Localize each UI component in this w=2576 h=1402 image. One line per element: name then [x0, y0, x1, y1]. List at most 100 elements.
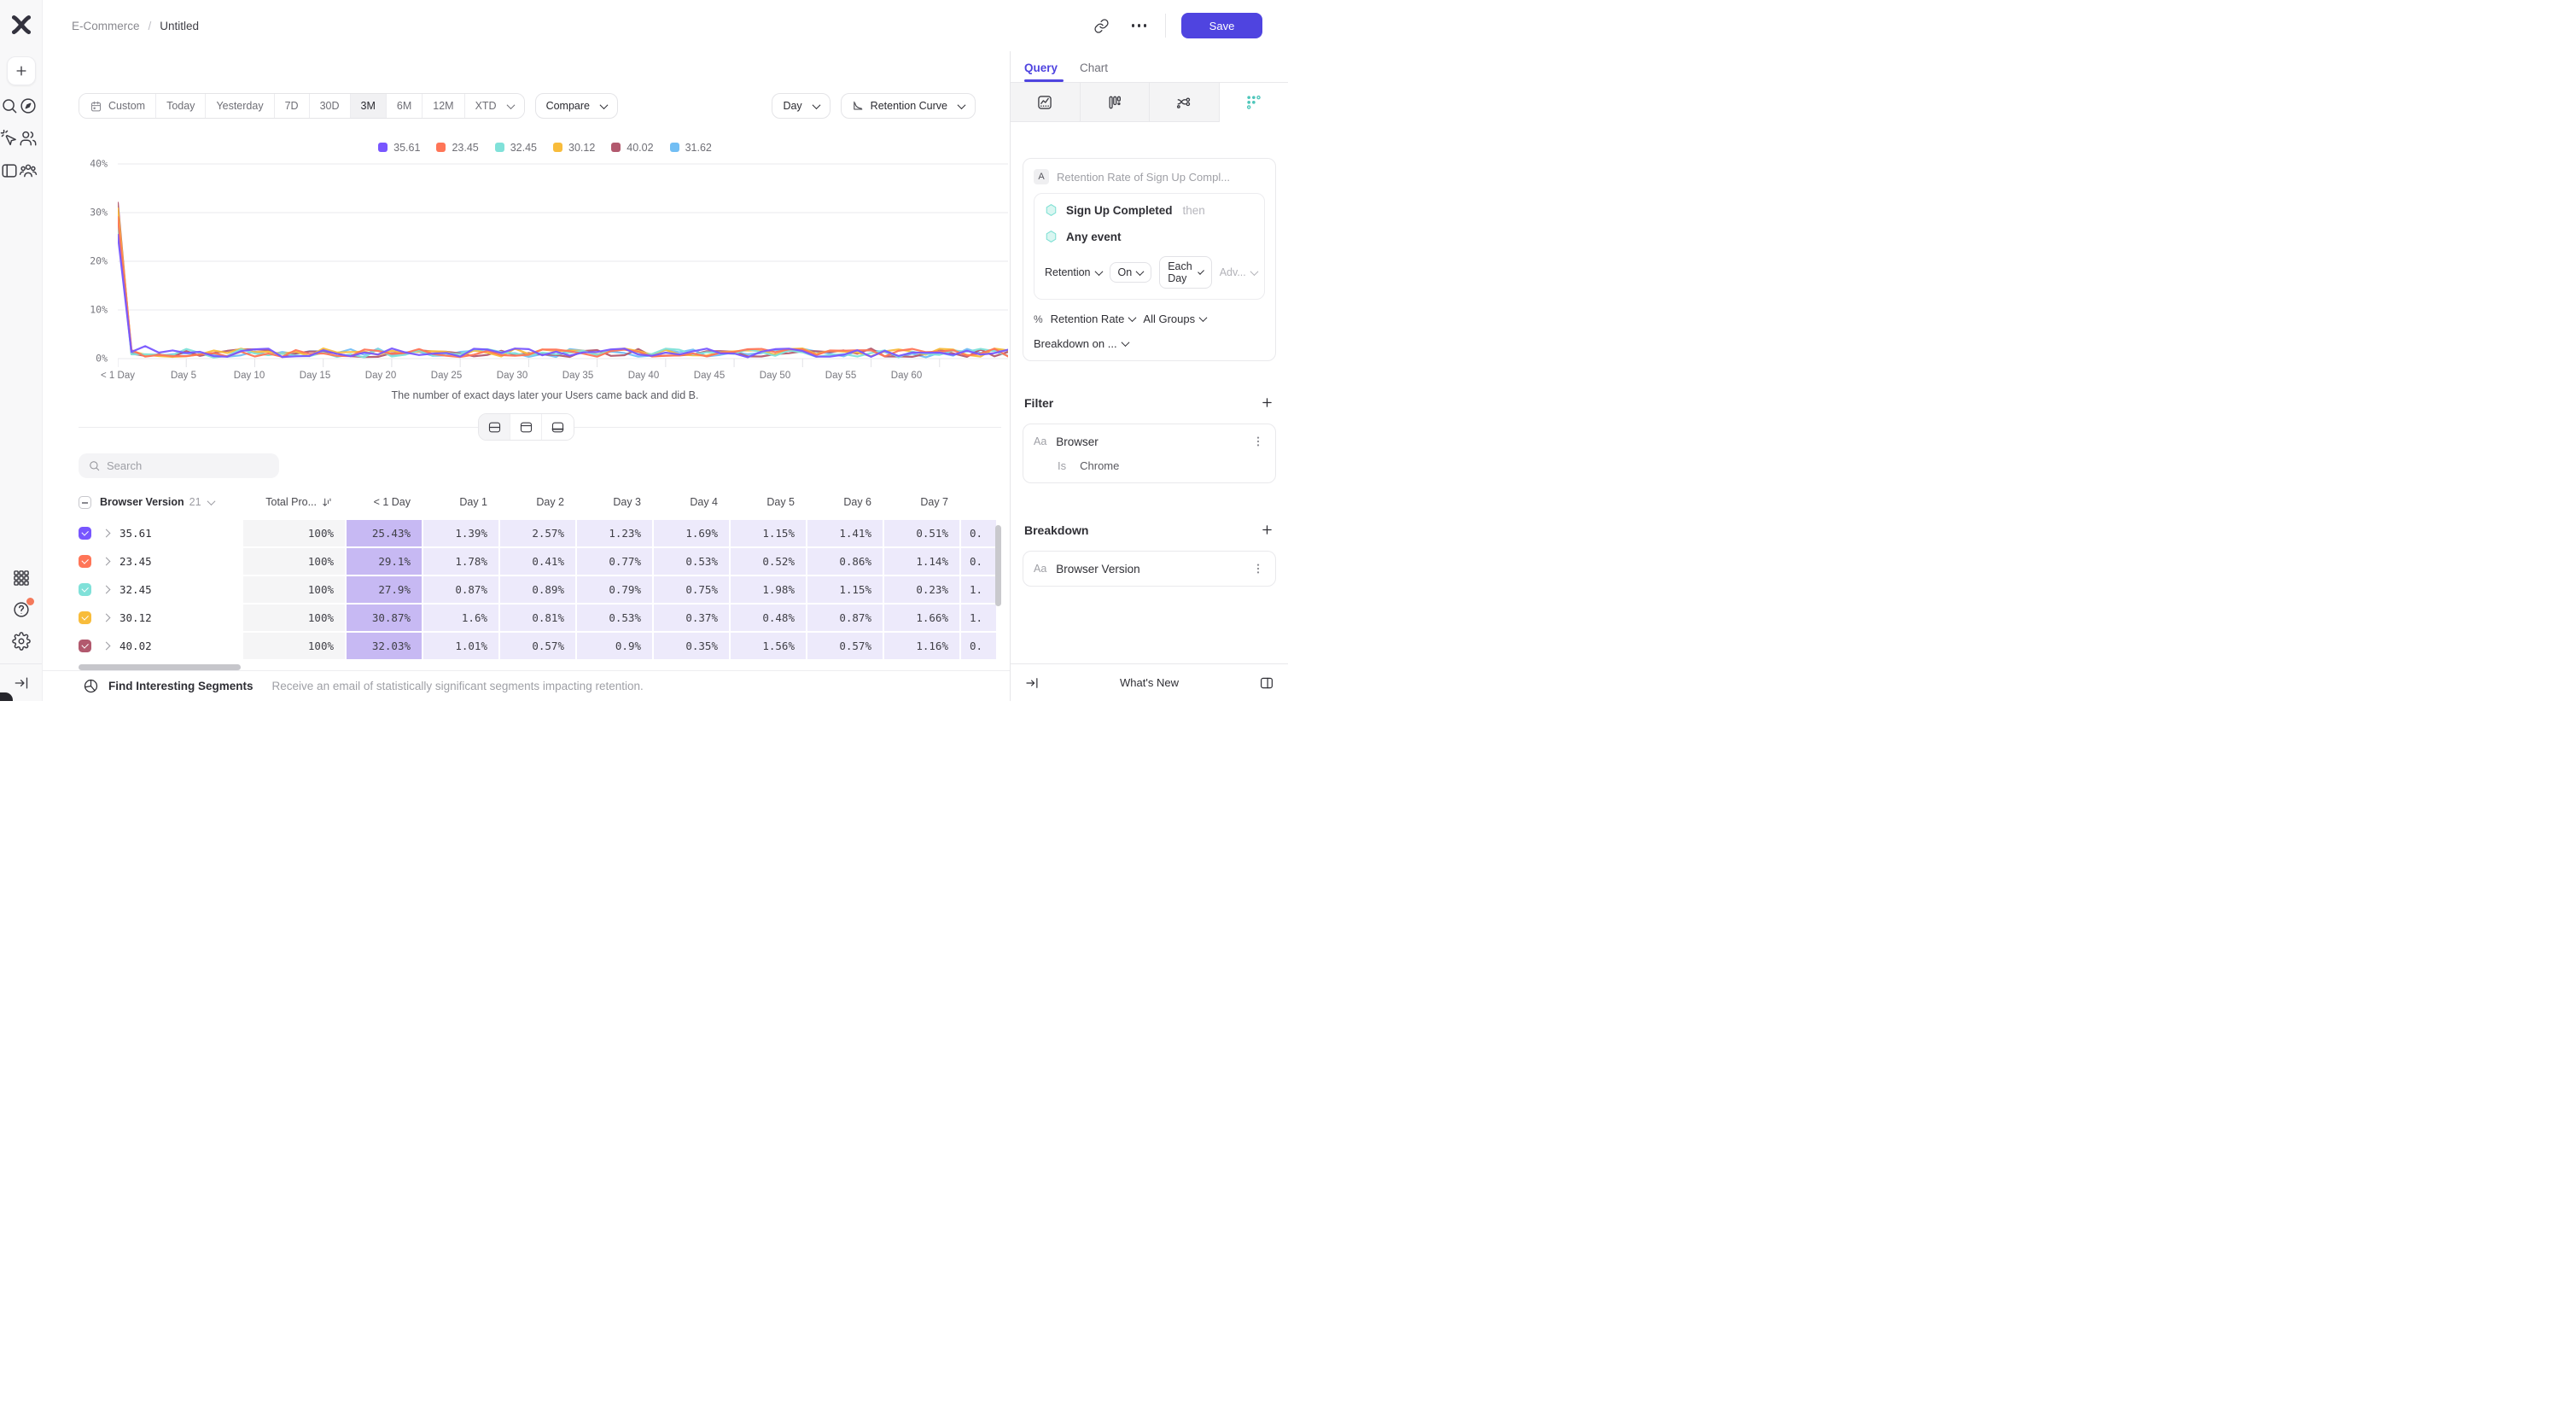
collapse-right-icon[interactable]: [13, 675, 30, 692]
chevron-right-icon[interactable]: [102, 641, 111, 651]
compare-button[interactable]: Compare: [534, 93, 618, 119]
table-row[interactable]: 23.45 100% 29.1% 1.78% 0.41% 0.77% 0.53% 0.52% 0…: [79, 548, 1001, 575]
range-30d-button[interactable]: 30D: [309, 94, 351, 118]
row-checkbox[interactable]: [79, 640, 91, 652]
chevron-right-icon[interactable]: [102, 557, 111, 566]
add-filter-icon[interactable]: [1260, 395, 1274, 410]
event-row-second[interactable]: Any event: [1045, 230, 1254, 243]
day-column-header[interactable]: Day 6: [843, 496, 871, 508]
retention-cell: 0.57%: [498, 633, 575, 659]
kebab-icon[interactable]: [1251, 435, 1265, 448]
day-column-header[interactable]: Day 3: [613, 496, 641, 508]
chart-type-insights[interactable]: [1011, 83, 1081, 122]
help-icon[interactable]: [12, 598, 34, 619]
chart-only-toggle-button[interactable]: [510, 414, 542, 440]
sort-desc-icon[interactable]: [321, 496, 334, 509]
chart-view-button[interactable]: Retention Curve: [840, 93, 976, 119]
filter-condition-row[interactable]: Is Chrome: [1058, 459, 1120, 472]
vertical-scrollbar[interactable]: [995, 525, 1001, 606]
panel-columns-icon[interactable]: [1259, 675, 1274, 691]
range-3m-button[interactable]: 3M: [350, 94, 387, 118]
range-today-button[interactable]: Today: [156, 94, 207, 118]
kebab-icon[interactable]: [1251, 562, 1265, 575]
table-row[interactable]: 35.61 100% 25.43% 1.39% 2.57% 1.23% 1.69% 1.15%…: [79, 520, 1001, 546]
create-button[interactable]: [6, 56, 36, 85]
day-column-header[interactable]: Day 7: [920, 496, 948, 508]
legend-item[interactable]: 31.62: [669, 141, 712, 154]
table-row[interactable]: 32.45 100% 27.9% 0.87% 0.89% 0.79% 0.75% 1.98% 1…: [79, 576, 1001, 603]
metric-dropdown[interactable]: Retention Rate: [1051, 313, 1137, 325]
tab-query[interactable]: Query: [1024, 61, 1064, 82]
board-icon[interactable]: [0, 161, 19, 180]
split-view-toggle-button[interactable]: [479, 414, 510, 440]
users-icon[interactable]: [19, 129, 38, 148]
row-checkbox[interactable]: [79, 611, 91, 624]
advanced-dropdown[interactable]: Adv...: [1220, 266, 1259, 278]
breakdown-property-row[interactable]: Aa Browser Version: [1034, 562, 1265, 575]
row-checkbox[interactable]: [79, 555, 91, 568]
table-row[interactable]: 40.02 100% 32.03% 1.01% 0.57% 0.9% 0.35% 1.56% 0…: [79, 633, 1001, 659]
find-segments-link[interactable]: Find Interesting Segments: [108, 680, 254, 692]
step-title[interactable]: Retention Rate of Sign Up Compl...: [1057, 170, 1231, 184]
granularity-button[interactable]: Day: [772, 93, 830, 119]
search-input[interactable]: [79, 453, 279, 478]
legend-item[interactable]: 32.45: [494, 141, 537, 154]
row-checkbox[interactable]: [79, 583, 91, 596]
groups-dropdown[interactable]: All Groups: [1143, 313, 1208, 325]
breakdown-on-dropdown[interactable]: Breakdown on ...: [1034, 337, 1130, 350]
retention-cell-clipped: 1.: [959, 576, 996, 603]
day-column-header[interactable]: Day 1: [459, 496, 487, 508]
apps-grid-icon[interactable]: [12, 569, 31, 587]
retention-type-dropdown[interactable]: Retention: [1045, 266, 1103, 278]
collapse-right-icon[interactable]: [1024, 675, 1040, 691]
link-icon[interactable]: [1093, 18, 1110, 34]
total-column-label[interactable]: Total Pro...: [265, 496, 317, 508]
mixpanel-logo-icon[interactable]: [10, 14, 32, 36]
legend-item[interactable]: 23.45: [436, 141, 479, 154]
chevron-right-icon[interactable]: [102, 613, 111, 622]
report-title[interactable]: Untitled: [160, 19, 200, 32]
range-12m-button[interactable]: 12M: [423, 94, 465, 118]
chevron-down-icon[interactable]: [207, 496, 216, 505]
y-tick-label: 20%: [90, 254, 108, 267]
whats-new-link[interactable]: What's New: [1120, 676, 1179, 689]
legend-item[interactable]: 30.12: [553, 141, 595, 154]
row-label-cell: 30.12: [79, 605, 243, 631]
tab-chart[interactable]: Chart: [1080, 61, 1109, 74]
group-column-label[interactable]: Browser Version: [100, 496, 184, 508]
on-dropdown[interactable]: On: [1109, 262, 1152, 283]
filter-property-row[interactable]: Aa Browser: [1034, 435, 1265, 448]
range-yesterday-button[interactable]: Yesterday: [206, 94, 275, 118]
table-only-toggle-button[interactable]: [542, 414, 574, 440]
event-row-first[interactable]: Sign Up Completed then: [1045, 203, 1254, 217]
horizontal-scrollbar[interactable]: [79, 664, 241, 670]
day-column-header[interactable]: Day 2: [536, 496, 564, 508]
breadcrumb-project[interactable]: E-Commerce: [72, 19, 140, 32]
range-7d-button[interactable]: 7D: [274, 94, 310, 118]
compass-icon[interactable]: [19, 96, 38, 115]
day-column-header[interactable]: Day 4: [690, 496, 718, 508]
magic-wand-icon[interactable]: [0, 129, 19, 148]
range-xtd-button[interactable]: XTD: [464, 94, 524, 118]
range-custom-button[interactable]: Custom: [79, 94, 157, 118]
chevron-right-icon[interactable]: [102, 529, 111, 538]
search-icon[interactable]: [0, 96, 19, 115]
range-6m-button[interactable]: 6M: [386, 94, 423, 118]
day-column-header[interactable]: Day 5: [766, 496, 795, 508]
group-icon[interactable]: [19, 161, 38, 180]
chart-type-retention-dots[interactable]: [1219, 83, 1288, 122]
row-checkbox[interactable]: [79, 527, 91, 540]
legend-item[interactable]: 40.02: [611, 141, 654, 154]
more-icon[interactable]: [1131, 24, 1146, 27]
legend-item[interactable]: 35.61: [378, 141, 420, 154]
day-column-header[interactable]: < 1 Day: [373, 496, 411, 508]
table-row[interactable]: 30.12 100% 30.87% 1.6% 0.81% 0.53% 0.37% 0.48% 0…: [79, 605, 1001, 631]
select-all-checkbox[interactable]: [79, 495, 91, 509]
chevron-right-icon[interactable]: [102, 585, 111, 594]
save-button[interactable]: Save: [1181, 13, 1262, 38]
chart-type-bar-chart[interactable]: [1080, 83, 1150, 122]
gear-icon[interactable]: [11, 632, 31, 651]
each-day-dropdown[interactable]: Each Day: [1159, 256, 1212, 289]
add-breakdown-icon[interactable]: [1260, 523, 1274, 537]
chart-type-flows[interactable]: [1150, 83, 1220, 122]
